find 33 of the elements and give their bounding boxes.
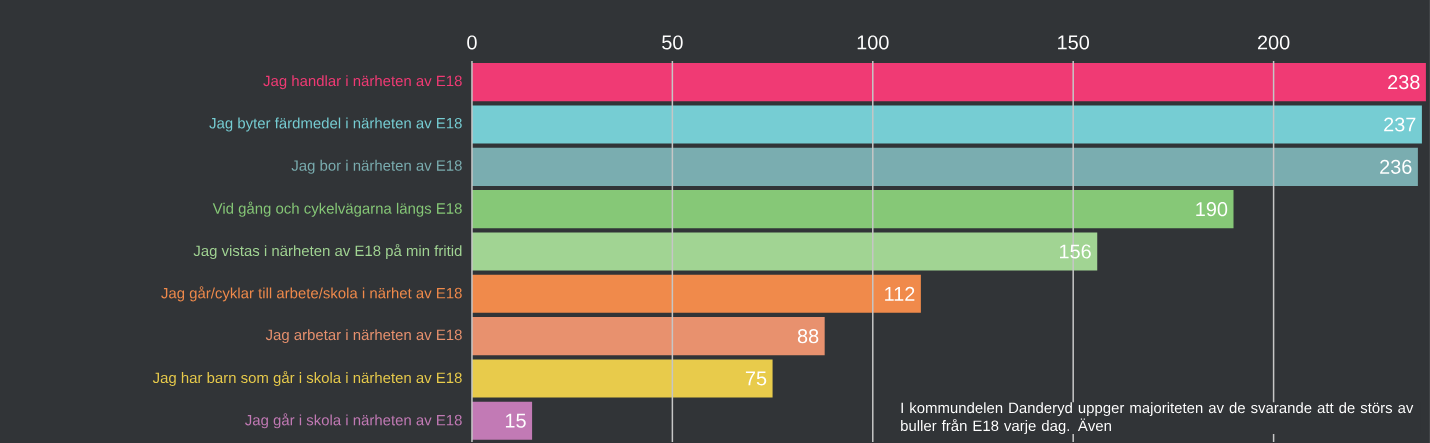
- annotation: I kommundelen Danderyd uppger majoriteten av de svarande att de störs av buller från E18 varje dag. Även: [901, 402, 1414, 435]
- data-label: 190: [1196, 202, 1228, 217]
- x-tick-label: 50: [662, 35, 683, 50]
- data-label: 112: [885, 286, 915, 301]
- y-tick-label: Jag bor i närheten av E18: [291, 159, 462, 174]
- bar: [471, 274, 921, 313]
- x-tick-label: 150: [1058, 35, 1090, 50]
- y-tick-label: Jag byter färdmedel i närheten av E18: [209, 117, 462, 132]
- data-label: 236: [1380, 159, 1412, 174]
- y-tick-label: Jag handlar i närheten av E18: [263, 75, 462, 90]
- bar: [471, 63, 1426, 102]
- data-label: 75: [745, 371, 767, 386]
- data-label: 88: [797, 329, 819, 344]
- bar: [471, 232, 1098, 271]
- bar: [471, 147, 1418, 186]
- y-tick-label: Jag vistas i närheten av E18 på min fritid: [193, 243, 462, 260]
- bar: [471, 105, 1422, 144]
- bar: [471, 401, 533, 440]
- data-label: 237: [1384, 117, 1416, 132]
- y-tick-label: Jag går/cyklar till arbete/skola i närhet av E18: [161, 286, 462, 302]
- bar: [471, 317, 825, 356]
- bar: [471, 190, 1234, 229]
- y-tick-label: Vid gång och cykelvägarna längs E18: [212, 201, 462, 217]
- x-tick-label: 0: [467, 35, 477, 50]
- data-label: 238: [1388, 75, 1420, 90]
- y-tick-label: Jag går i skola i närheten av E18: [245, 413, 462, 429]
- y-tick-label: Jag arbetar i närheten av E18: [265, 329, 462, 344]
- x-tick-label: 200: [1257, 35, 1290, 50]
- y-tick-label: Jag har barn som går i skola i närheten av E18: [152, 370, 462, 387]
- data-label: 156: [1059, 244, 1091, 259]
- data-label: 15: [505, 413, 526, 428]
- bar: [471, 359, 773, 398]
- x-tick-label: 100: [857, 35, 889, 50]
